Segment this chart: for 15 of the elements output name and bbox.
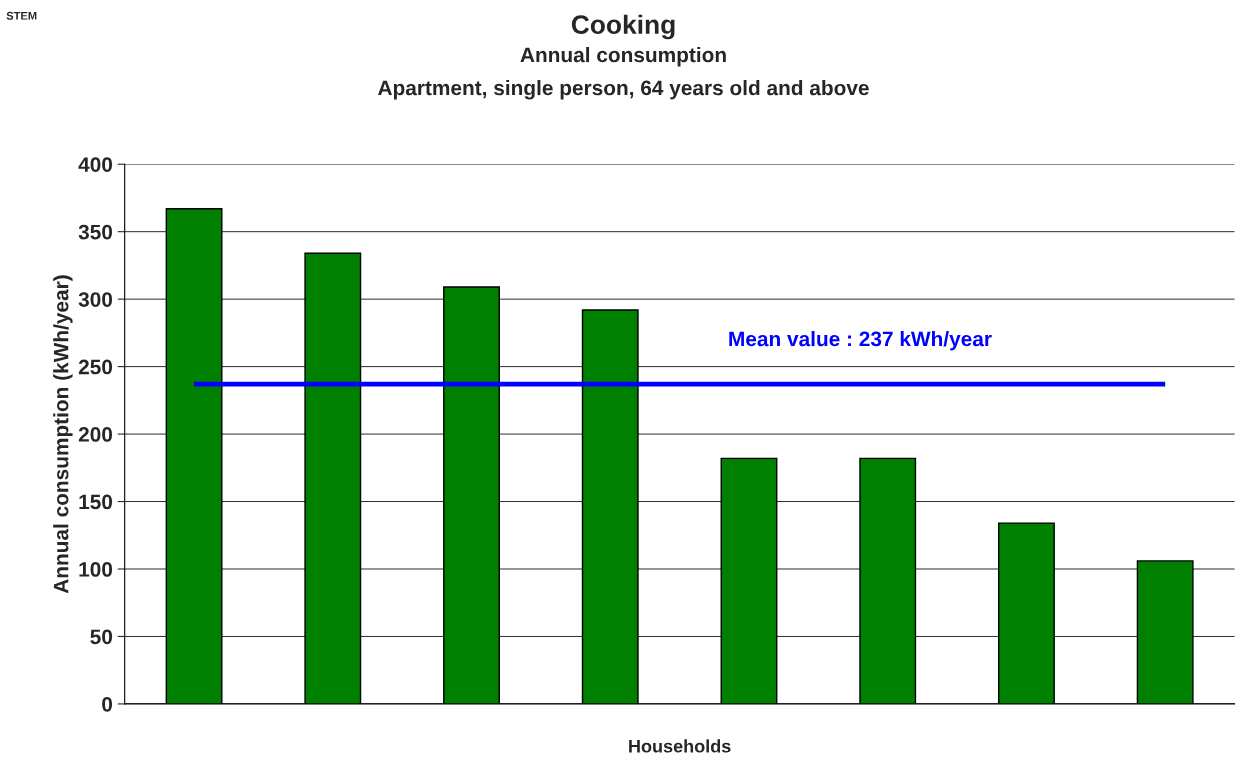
y-tick-label: 400 <box>78 157 113 172</box>
chart-title: Cooking <box>571 14 675 40</box>
y-tick-label: 150 <box>79 494 113 510</box>
x-axis-title: Households <box>629 739 731 753</box>
chart-subtitle: Annual consumption Apartment, single person, 64 years old and above <box>378 46 869 100</box>
y-tick-label: 200 <box>78 427 113 442</box>
y-axis-title: Annual consumption (kWh/year) <box>53 275 73 594</box>
text: STEM <box>6 11 37 20</box>
y-tick-label: 300 <box>78 292 113 307</box>
y-tick-label: 0 <box>102 696 113 712</box>
y-tick-label: 250 <box>78 359 113 375</box>
ref-line-label: Mean value : 237 kWh/year <box>729 331 992 351</box>
y-tick-label: 50 <box>90 629 113 645</box>
y-tick-label: 100 <box>79 562 113 577</box>
y-tick-label: 350 <box>78 224 113 240</box>
